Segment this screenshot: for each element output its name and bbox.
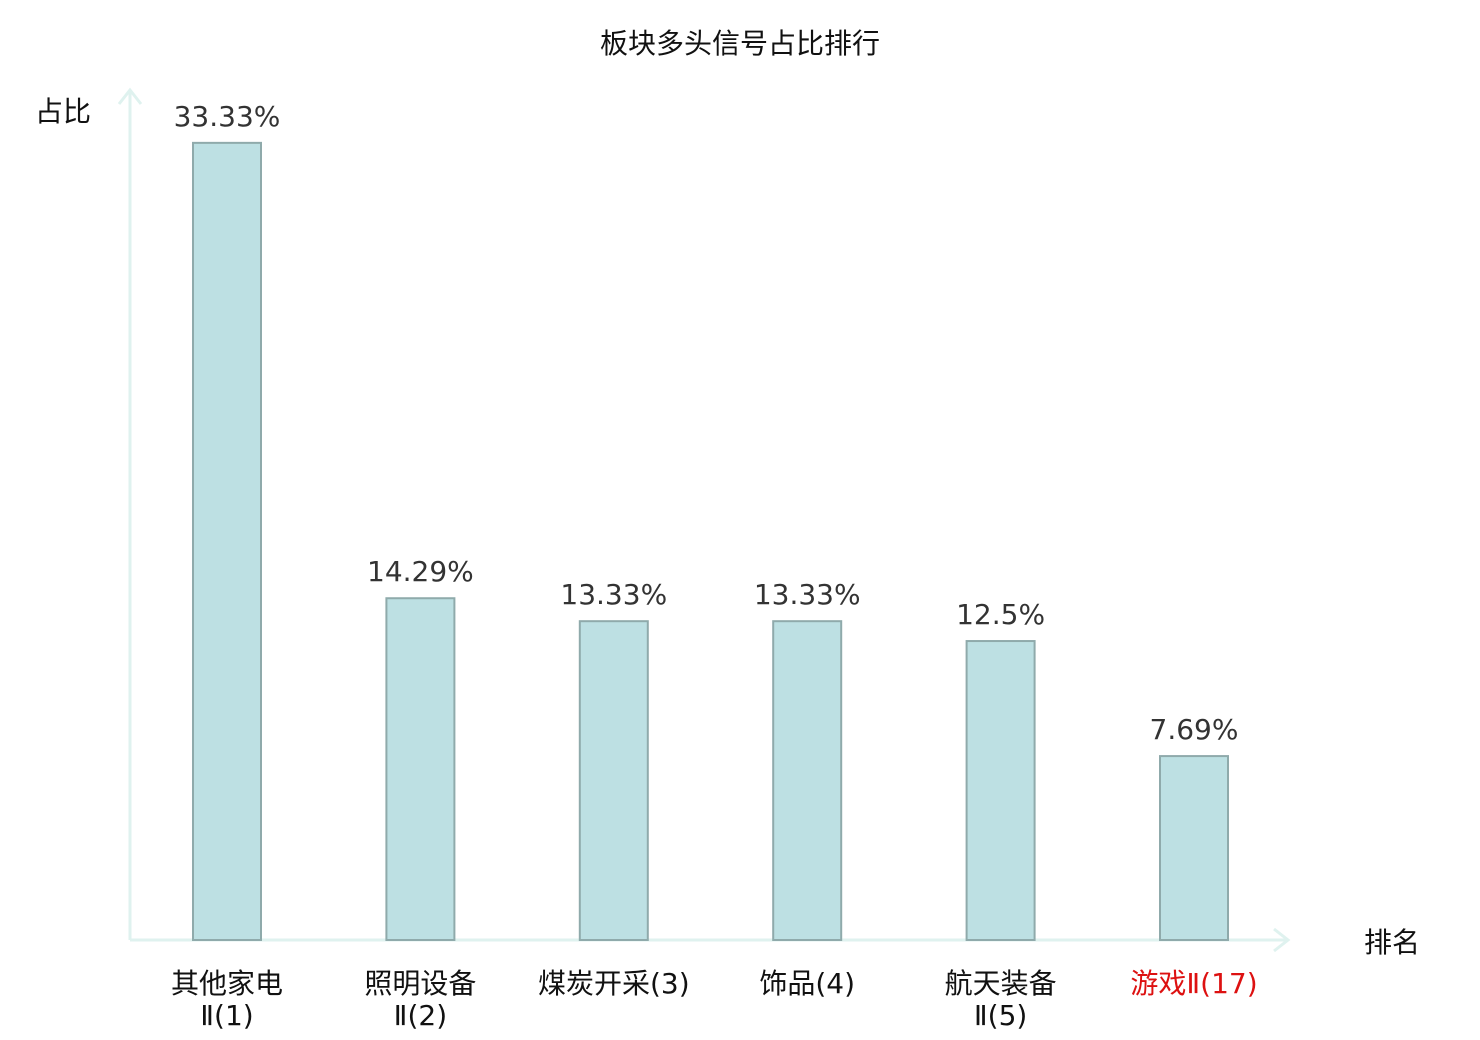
x-tick-label-3: 煤炭开采(3) bbox=[538, 967, 690, 1000]
value-labels-group: 33.33% 14.29% 13.33% 13.33% 12.5% 7.69% bbox=[174, 100, 1239, 746]
x-tick-label-4: 饰品(4) bbox=[759, 967, 855, 1000]
x-tick-label-suffix-1: Ⅱ(1) bbox=[200, 999, 253, 1032]
bar-1 bbox=[192, 141, 262, 942]
bar-4 bbox=[772, 620, 843, 942]
y-axis bbox=[117, 87, 143, 940]
value-label-6: 7.69% bbox=[1150, 713, 1239, 746]
bar-3 bbox=[578, 620, 649, 942]
x-tick-label-5: 航天装备 bbox=[945, 967, 1057, 1000]
value-label-1: 33.33% bbox=[174, 100, 281, 133]
chart-title: 板块多头信号占比排行 bbox=[600, 27, 880, 60]
value-label-4: 13.33% bbox=[754, 578, 861, 611]
x-tick-label-6: 游戏Ⅱ(17) bbox=[1130, 967, 1257, 1000]
bar-5 bbox=[965, 640, 1036, 942]
x-tick-label-1: 其他家电 bbox=[171, 967, 283, 1000]
value-label-2: 14.29% bbox=[367, 555, 474, 588]
x-axis-arrowhead bbox=[1273, 927, 1291, 953]
bar-6 bbox=[1159, 755, 1229, 941]
bars-group bbox=[192, 141, 1229, 942]
bar-2 bbox=[385, 597, 456, 941]
value-label-5: 12.5% bbox=[956, 598, 1045, 631]
x-tick-label-2: 照明设备 bbox=[364, 967, 476, 1000]
y-axis-arrowhead bbox=[117, 87, 143, 105]
x-axis bbox=[130, 927, 1291, 953]
y-axis-label: 占比 bbox=[35, 95, 91, 128]
value-label-3: 13.33% bbox=[560, 578, 667, 611]
x-tick-label-suffix-5: Ⅱ(5) bbox=[974, 999, 1027, 1032]
x-tick-label-suffix-2: Ⅱ(2) bbox=[394, 999, 447, 1032]
x-axis-label: 排名 bbox=[1364, 926, 1420, 959]
